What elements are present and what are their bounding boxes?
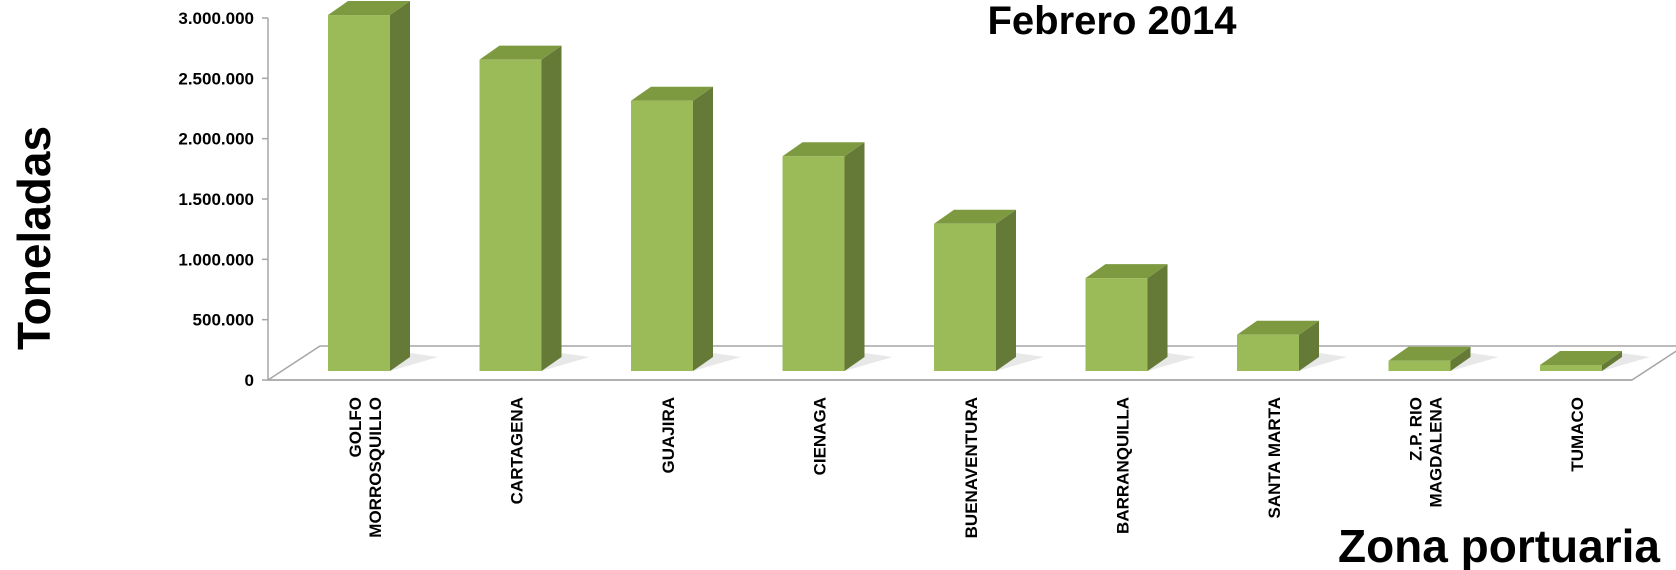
bar-top <box>1237 320 1319 335</box>
bar <box>631 100 693 371</box>
y-tick-label: 1.500.000 <box>178 190 254 209</box>
bar-side <box>844 142 865 371</box>
bar-side <box>390 1 410 372</box>
bar <box>1085 278 1148 371</box>
x-tick-label: MAGDALENA <box>1427 397 1446 508</box>
x-tick-label: CIENAGA <box>811 397 830 475</box>
x-tick-label: SANTA MARTA <box>1265 397 1284 519</box>
bar-top <box>479 45 562 60</box>
bar <box>782 156 845 371</box>
bar-shadow <box>1450 353 1499 371</box>
bar-side <box>1299 320 1319 371</box>
bar-shadow <box>996 353 1044 371</box>
y-tick-label: 3.000.000 <box>178 9 254 28</box>
x-tick-label: TUMACO <box>1568 397 1587 472</box>
y-tick-label: 0 <box>245 371 254 390</box>
bar <box>1540 364 1602 371</box>
chart-title: Febrero 2014 <box>987 0 1237 43</box>
y-tick-label: 500.000 <box>193 311 254 330</box>
bar-side <box>1147 264 1168 371</box>
bar-top <box>782 142 865 157</box>
x-tick-label: Z.P. RIO <box>1407 397 1426 461</box>
bar-side <box>996 209 1016 371</box>
x-tick-label: MORROSQUILLO <box>366 397 385 538</box>
bar <box>328 15 390 372</box>
bar-shadow <box>541 353 590 371</box>
bar <box>1388 360 1451 371</box>
x-axis-label: Zona portuaria <box>1338 520 1660 570</box>
bar-shadow <box>844 353 893 371</box>
bar-top <box>1388 346 1471 361</box>
bar-side <box>693 86 713 371</box>
bar-shadow <box>1602 353 1650 371</box>
bar-top <box>934 209 1016 224</box>
x-tick-label: GUAJIRA <box>659 397 678 474</box>
bar <box>934 223 996 371</box>
bar-shadow <box>693 353 741 371</box>
x-tick-label: CARTAGENA <box>508 397 527 504</box>
bar <box>479 59 542 372</box>
y-tick-label: 2.500.000 <box>178 69 254 88</box>
bar-side <box>1602 350 1622 371</box>
bar-top <box>1085 264 1168 279</box>
x-tick-label: BUENAVENTURA <box>962 397 981 538</box>
bar-shadow <box>1299 353 1347 371</box>
bar-top <box>328 1 410 16</box>
bar-shadow <box>1147 353 1196 371</box>
bar-top <box>1540 350 1622 365</box>
bar-top <box>631 86 713 101</box>
bar <box>1237 334 1299 371</box>
x-tick-label: GOLFO <box>346 397 365 457</box>
y-tick-label: 1.000.000 <box>178 250 254 269</box>
plot-area: 0 500.000 1.000.000 1.500.000 2.000.000 2.500… <box>178 1 1676 538</box>
y-axis-label: Toneladas <box>8 126 60 350</box>
bar-side <box>1450 346 1471 371</box>
x-tick-label: BARRANQUILLA <box>1114 397 1133 534</box>
y-tick-label: 2.000.000 <box>178 130 254 149</box>
bar-shadow <box>390 353 438 371</box>
bar-side <box>541 45 562 372</box>
